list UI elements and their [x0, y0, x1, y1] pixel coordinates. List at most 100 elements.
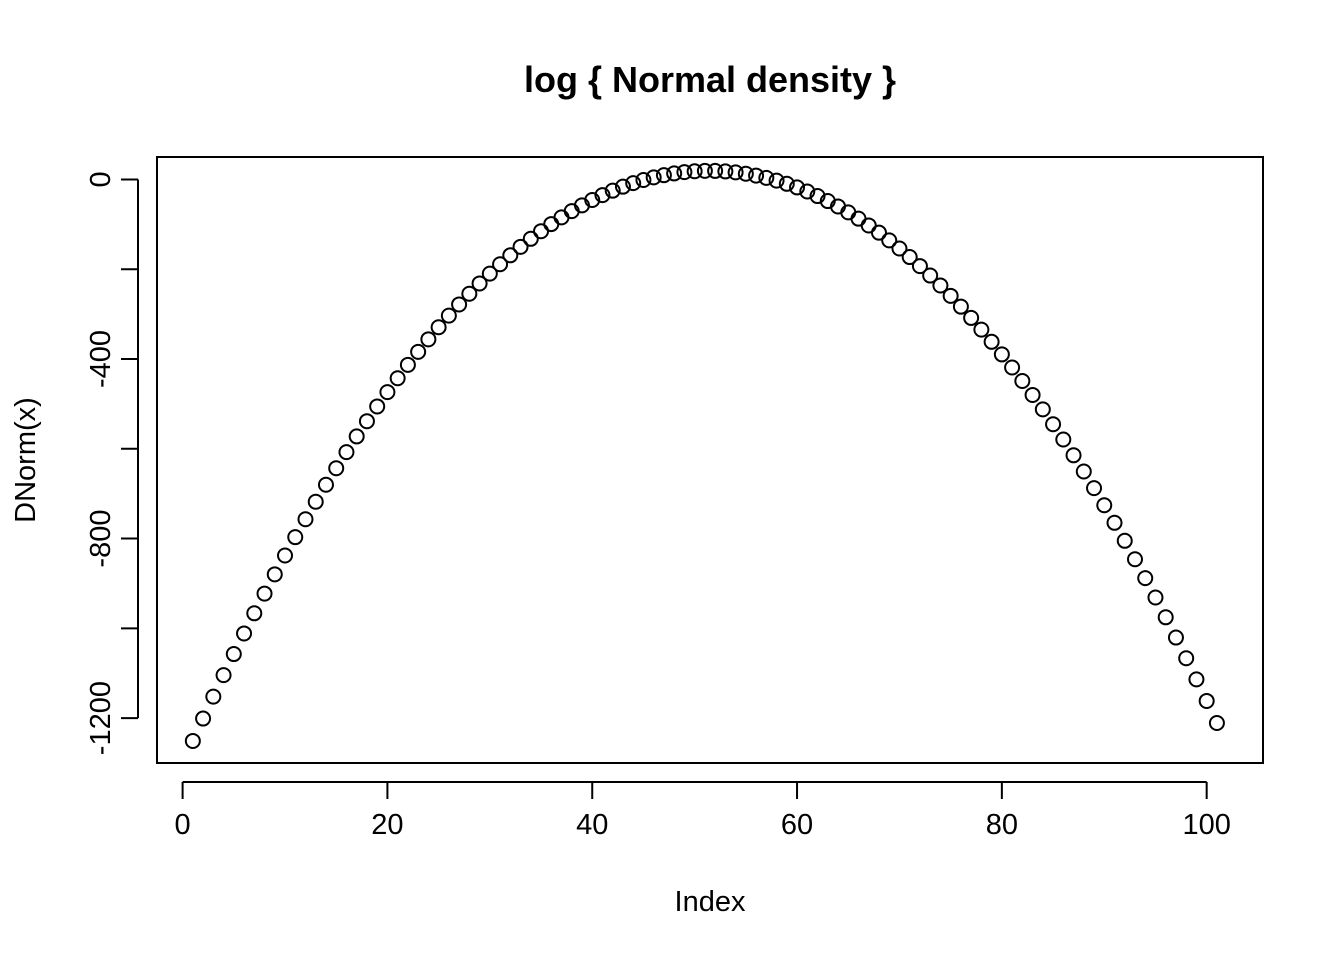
data-point [809, 188, 826, 205]
data-points [184, 162, 1225, 749]
data-point [1075, 463, 1092, 480]
data-point [1208, 715, 1225, 732]
data-point [420, 331, 437, 348]
data-point [215, 667, 232, 684]
data-point [922, 267, 939, 284]
data-point [768, 172, 785, 189]
data-point [1055, 431, 1072, 448]
data-point [676, 164, 693, 181]
data-point [1188, 671, 1205, 688]
x-tick-label: 20 [371, 809, 403, 841]
data-point [748, 167, 765, 184]
data-point [440, 307, 457, 324]
data-point [1086, 480, 1103, 497]
y-tick-label: -1200 [85, 681, 117, 755]
data-point [410, 343, 427, 360]
data-point [604, 182, 621, 199]
x-tick-label: 60 [781, 809, 813, 841]
y-tick-label: -800 [85, 510, 117, 568]
data-point [184, 732, 201, 749]
data-point [901, 249, 918, 266]
data-point [1198, 692, 1215, 709]
data-point [932, 277, 949, 294]
data-point [778, 175, 795, 192]
data-point [492, 256, 509, 273]
data-point [1137, 570, 1154, 587]
data-point [1116, 532, 1133, 549]
x-tick-label: 80 [986, 809, 1018, 841]
data-point [789, 179, 806, 196]
data-point [799, 183, 816, 200]
data-point [522, 230, 539, 247]
data-point [471, 275, 488, 292]
data-point [952, 298, 969, 315]
data-point [655, 167, 672, 184]
data-point [246, 605, 263, 622]
data-point [686, 163, 703, 180]
data-point [205, 688, 222, 705]
plot-frame [156, 156, 1264, 764]
data-point [645, 169, 662, 186]
data-point [297, 511, 314, 528]
x-tick-label: 0 [175, 809, 191, 841]
x-tick-label: 40 [576, 809, 608, 841]
data-point [399, 356, 416, 373]
data-point [1178, 650, 1195, 667]
data-point [451, 296, 468, 313]
x-tick-label: 100 [1182, 809, 1230, 841]
y-axis-label: DNorm(x) [10, 397, 42, 523]
data-point [348, 428, 365, 445]
data-point [707, 162, 724, 179]
chart-title: log { Normal density } [524, 59, 896, 100]
x-axis: 0 20 40 60 80 100 [175, 781, 1231, 841]
data-point [328, 460, 345, 477]
data-point [256, 585, 273, 602]
data-point [1045, 416, 1062, 433]
data-point [870, 224, 887, 241]
data-point [891, 240, 908, 257]
data-point [1157, 609, 1174, 626]
x-axis-label: Index [675, 886, 746, 918]
data-point [696, 162, 713, 179]
data-point [369, 398, 386, 415]
data-point [1096, 497, 1113, 514]
data-point [430, 319, 447, 336]
data-point [512, 238, 529, 255]
y-axis: -1200 -800 -400 0 [85, 171, 139, 755]
y-tick-label: 0 [85, 171, 117, 187]
data-point [481, 265, 498, 282]
data-point [1024, 386, 1041, 403]
data-point [1004, 359, 1021, 376]
data-point [584, 192, 601, 209]
data-point [1147, 589, 1164, 606]
data-point [625, 175, 642, 192]
data-point [287, 529, 304, 546]
y-tick-label: -400 [85, 330, 117, 388]
data-point [1106, 514, 1123, 531]
data-point [338, 444, 355, 461]
data-point [1065, 447, 1082, 464]
data-point [727, 164, 744, 181]
data-point [358, 413, 375, 430]
data-point [277, 547, 294, 564]
data-point [461, 285, 478, 302]
data-point [717, 163, 734, 180]
data-point [502, 247, 519, 264]
data-point [1167, 629, 1184, 646]
data-point [1034, 401, 1051, 418]
data-point [266, 566, 283, 583]
data-point [881, 232, 898, 249]
data-point [942, 287, 959, 304]
data-point [389, 370, 406, 387]
data-point [317, 476, 334, 493]
data-point [983, 333, 1000, 350]
data-point [963, 309, 980, 326]
data-point [379, 384, 396, 401]
data-point [1126, 551, 1143, 568]
data-point [195, 710, 212, 727]
data-point [236, 625, 253, 642]
data-point [614, 178, 631, 195]
data-point [635, 172, 652, 189]
